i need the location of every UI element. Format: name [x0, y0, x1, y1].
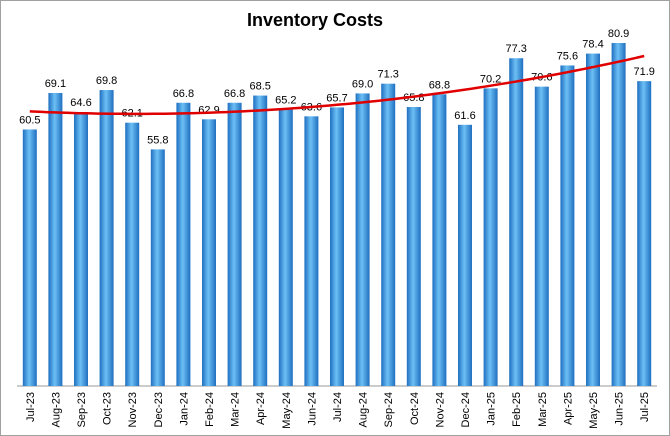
x-tick-label: Feb-24 — [204, 392, 216, 427]
x-tick-label: Mar-24 — [230, 392, 242, 427]
value-label: 69.0 — [352, 78, 373, 90]
bar — [406, 107, 421, 387]
value-label: 61.6 — [454, 110, 475, 122]
x-tick-label: May-25 — [588, 392, 600, 429]
value-label: 70.2 — [480, 73, 501, 85]
value-label: 68.5 — [249, 81, 270, 93]
x-tick-label: Jan-25 — [486, 392, 498, 426]
x-tick-label: Nov-24 — [434, 392, 446, 427]
x-tick-label: Jul-25 — [639, 392, 651, 422]
bar — [278, 109, 293, 386]
trendline — [29, 54, 645, 116]
bar — [330, 107, 344, 386]
bar — [611, 42, 626, 386]
bar — [253, 95, 268, 386]
bar — [22, 129, 37, 387]
bar — [99, 90, 114, 386]
x-tick-label: Apr-24 — [255, 392, 267, 425]
x-tick-label: Oct-24 — [409, 392, 421, 425]
value-label: 77.3 — [505, 43, 526, 55]
chart-title: Inventory Costs — [247, 10, 383, 30]
value-label: 55.8 — [147, 134, 168, 146]
value-label: 69.1 — [45, 78, 66, 90]
bar — [534, 86, 549, 386]
x-tick-label: Sep-23 — [76, 392, 88, 427]
bar — [637, 81, 652, 387]
bar — [74, 112, 88, 386]
bar — [483, 88, 498, 387]
value-label: 80.9 — [608, 28, 629, 40]
x-tick-label: Sep-24 — [383, 392, 395, 427]
x-tick-label: Aug-24 — [358, 392, 370, 427]
x-tick-label: May-24 — [281, 392, 293, 429]
bar — [48, 93, 63, 387]
bar — [509, 58, 524, 387]
x-tick-label: Dec-24 — [460, 392, 472, 427]
bar — [227, 102, 242, 386]
bar — [458, 124, 472, 386]
value-label: 64.6 — [70, 97, 91, 109]
bar — [381, 83, 396, 387]
x-tick-label: Jun-24 — [306, 392, 318, 426]
bar — [355, 93, 370, 386]
value-label: 66.8 — [173, 88, 194, 100]
bar — [586, 53, 600, 387]
x-tick-label: Jul-24 — [332, 392, 344, 422]
value-label: 71.3 — [377, 69, 398, 81]
x-tick-label: Jul-23 — [25, 392, 37, 422]
value-label: 65.7 — [326, 92, 347, 104]
x-tick-label: Feb-25 — [511, 392, 523, 427]
bar — [125, 122, 140, 387]
x-tick-label: Jun-25 — [614, 392, 626, 426]
x-tick-label: Mar-25 — [537, 392, 549, 427]
value-label: 62.9 — [198, 104, 219, 116]
bar — [304, 116, 319, 386]
value-label: 68.8 — [429, 79, 450, 91]
x-tick-label: Oct-23 — [102, 392, 114, 425]
x-tick-label: Nov-23 — [127, 392, 139, 427]
bar — [176, 102, 191, 386]
value-label: 60.5 — [19, 114, 40, 126]
value-label: 69.8 — [96, 75, 117, 87]
value-label: 78.4 — [582, 39, 603, 51]
bar — [560, 65, 575, 387]
bar — [202, 119, 216, 386]
x-tick-label: Dec-23 — [153, 392, 165, 427]
bar — [150, 149, 165, 386]
value-label: 65.2 — [275, 95, 296, 107]
x-tick-label: Jan-24 — [178, 392, 190, 426]
bar — [432, 94, 447, 387]
x-tick-label: Aug-23 — [50, 392, 62, 427]
value-label: 66.8 — [224, 88, 245, 100]
value-label: 71.9 — [633, 66, 654, 78]
x-tick-label: Apr-25 — [562, 392, 574, 425]
value-label: 75.6 — [557, 50, 578, 62]
